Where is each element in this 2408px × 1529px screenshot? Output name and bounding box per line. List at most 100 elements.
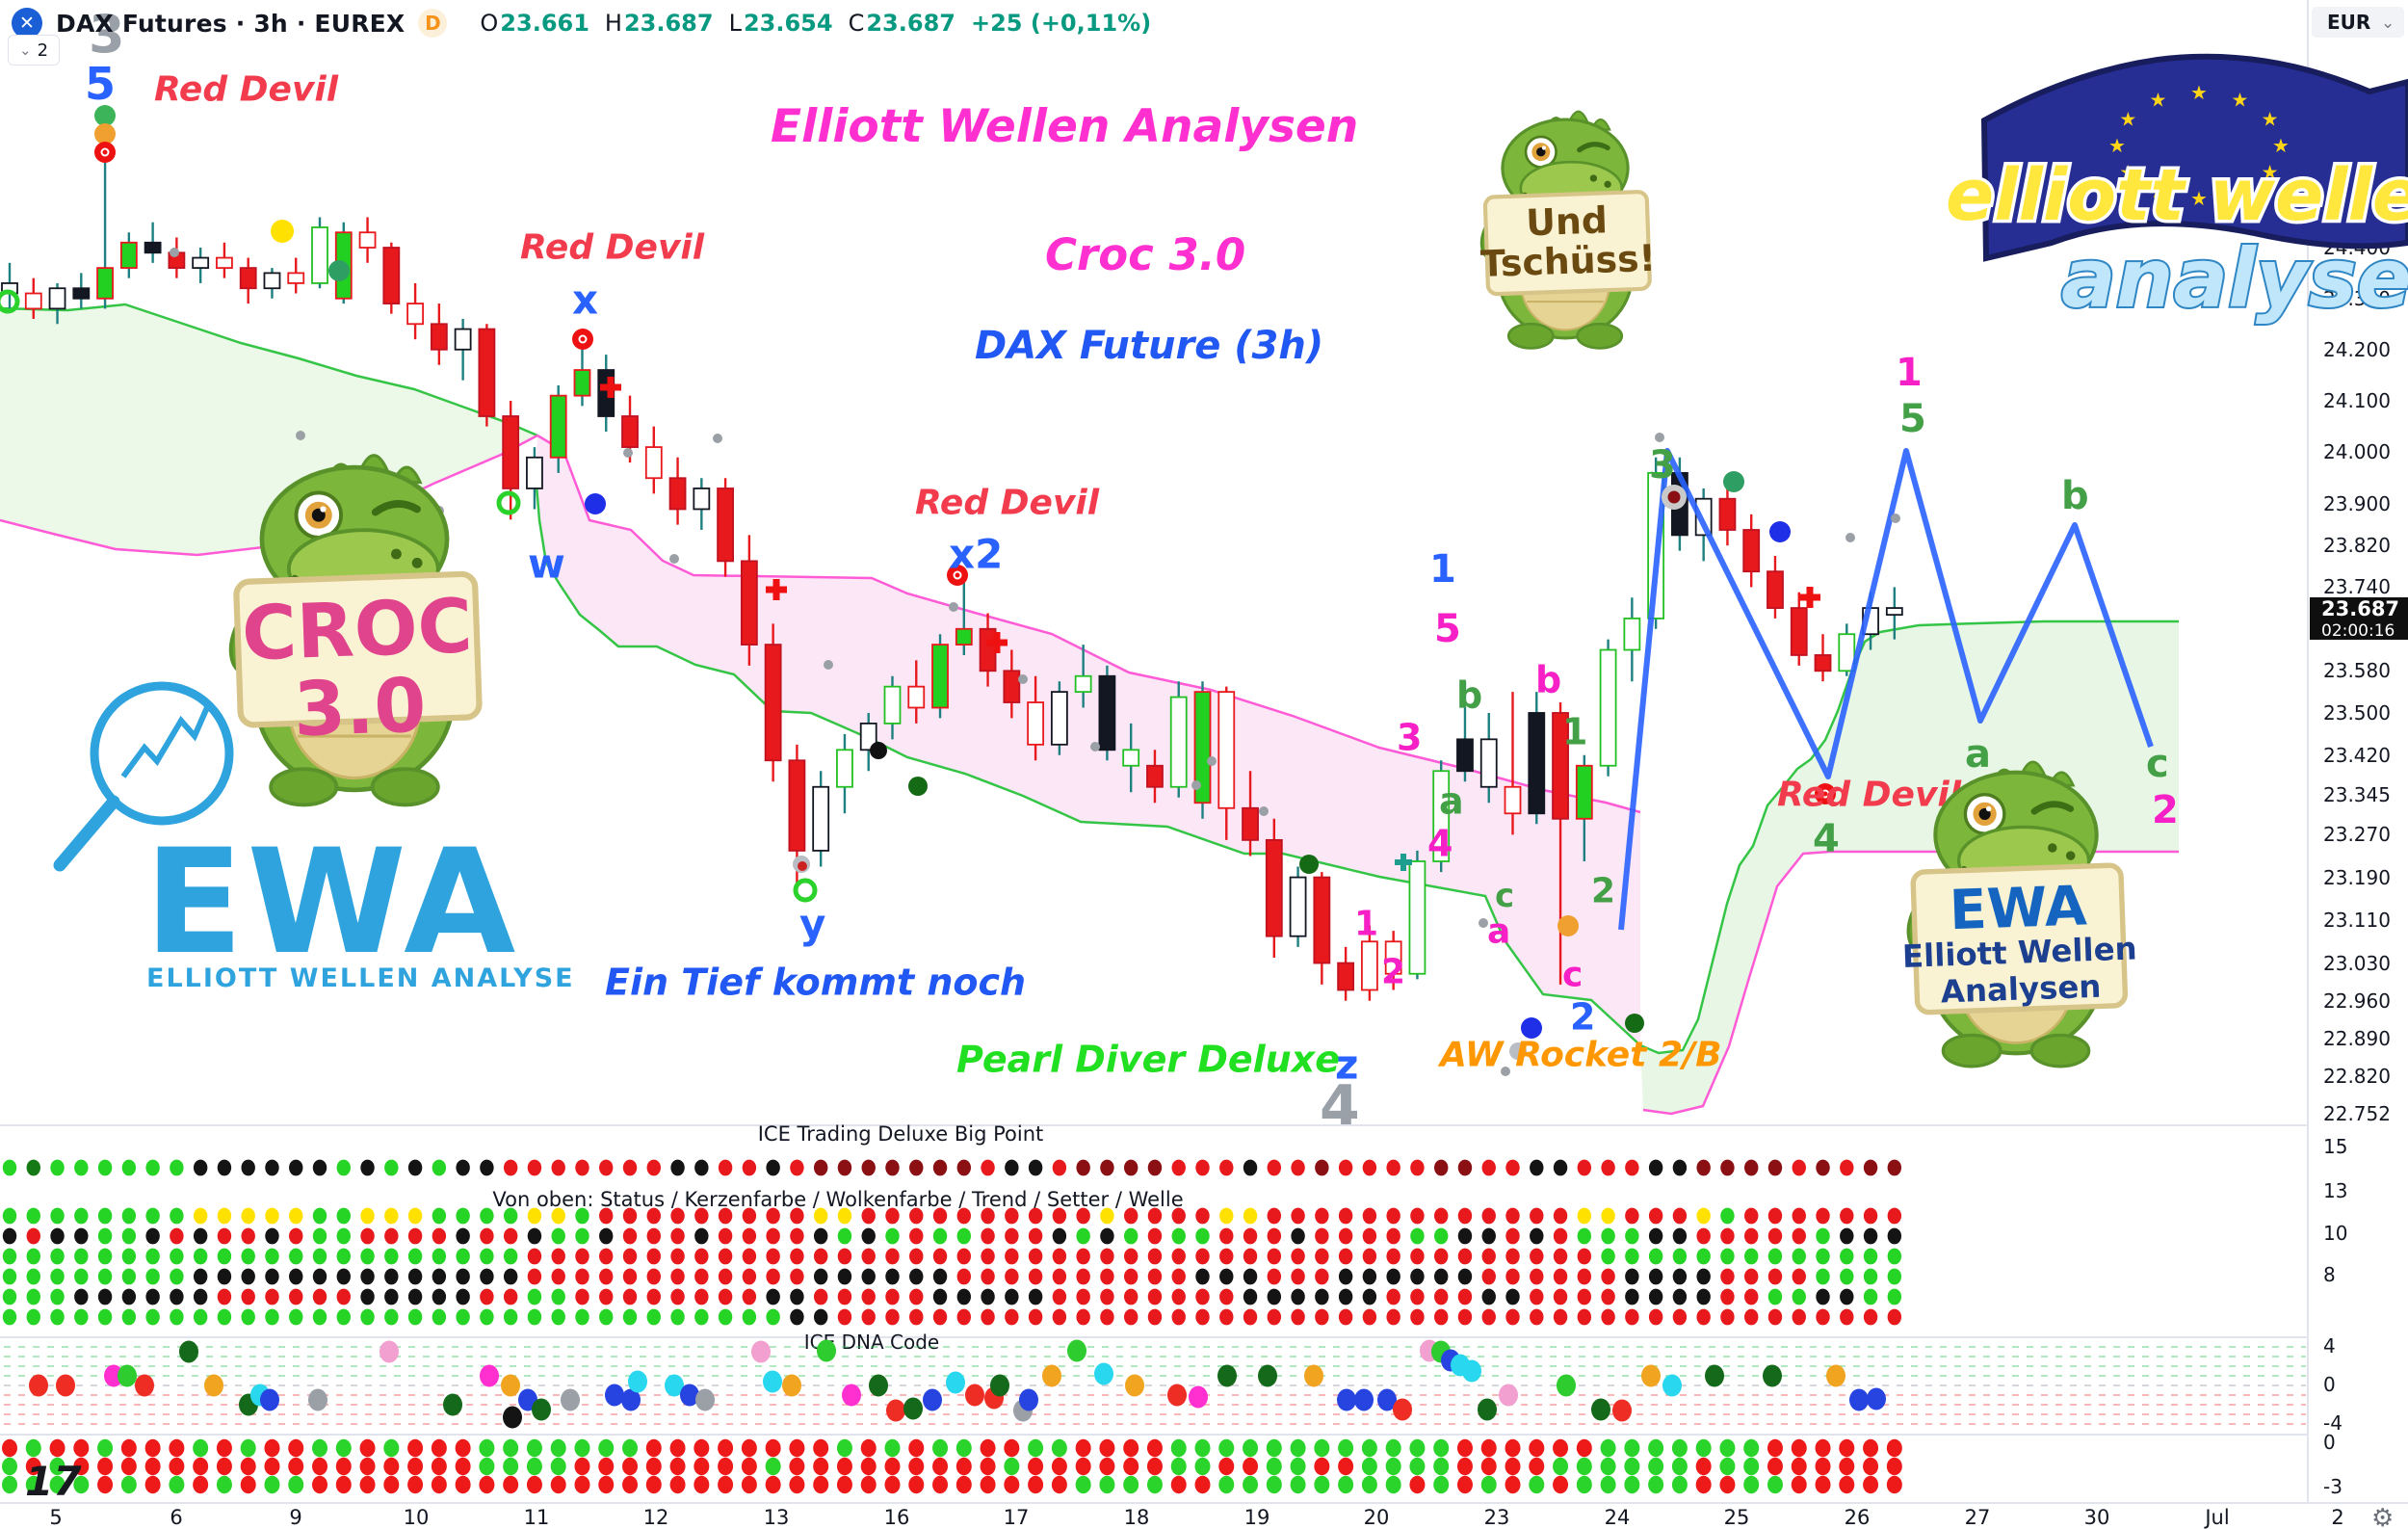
matrix-dot bbox=[170, 1308, 184, 1326]
matrix-dot bbox=[622, 1288, 638, 1305]
croc-nostril bbox=[2065, 851, 2076, 860]
annotation-1: 1 bbox=[1896, 351, 1923, 395]
matrix-dot bbox=[1505, 1227, 1520, 1245]
indicator-tick: 4 bbox=[2323, 1334, 2336, 1358]
matrix-dot bbox=[1076, 1207, 1090, 1225]
matrix-dot bbox=[1887, 1288, 1902, 1305]
sdot-marker bbox=[824, 660, 833, 670]
price-tick: 24.300 bbox=[2323, 287, 2391, 310]
status-dot bbox=[170, 1159, 184, 1176]
signal-dot bbox=[1290, 1475, 1306, 1494]
dna-dot bbox=[204, 1374, 223, 1397]
candle-body bbox=[48, 287, 66, 310]
matrix-dot bbox=[1338, 1227, 1353, 1245]
matrix-dot bbox=[1005, 1207, 1019, 1225]
indicator-collapse-chip[interactable]: ⌄ 2 bbox=[8, 35, 60, 66]
resolution-badge[interactable]: D bbox=[418, 9, 448, 38]
dna-dot bbox=[1125, 1374, 1144, 1397]
candle-body bbox=[812, 785, 830, 852]
matrix-dot bbox=[50, 1227, 65, 1245]
elliott-projection-line[interactable] bbox=[1618, 448, 2154, 931]
indicator-tick: -4 bbox=[2323, 1411, 2343, 1435]
symbol-icon[interactable]: ✕ bbox=[12, 8, 42, 39]
candle-body bbox=[1575, 764, 1593, 820]
matrix-dot bbox=[956, 1207, 971, 1225]
matrix-dot bbox=[1147, 1288, 1163, 1305]
currency-button[interactable] bbox=[2312, 7, 2404, 38]
matrix-dot bbox=[1100, 1288, 1114, 1305]
status-dot bbox=[670, 1159, 685, 1176]
candle-body bbox=[1767, 570, 1784, 609]
matrix-dot bbox=[1816, 1227, 1830, 1245]
signal-dot bbox=[1815, 1475, 1831, 1494]
annotation-b: b bbox=[1535, 658, 1561, 700]
signal-dot bbox=[1123, 1457, 1139, 1476]
signal-dot bbox=[455, 1438, 471, 1458]
status-dot bbox=[813, 1159, 828, 1176]
time-tick: 19 bbox=[1244, 1506, 1270, 1529]
signal-dot bbox=[479, 1438, 495, 1458]
status-dot bbox=[407, 1159, 423, 1176]
matrix-dot bbox=[2, 1268, 17, 1285]
matrix-dot bbox=[790, 1308, 804, 1326]
status-dot bbox=[932, 1159, 948, 1176]
matrix-dot bbox=[1553, 1248, 1568, 1265]
matrix-dot bbox=[121, 1308, 137, 1326]
matrix-dot bbox=[861, 1268, 876, 1285]
dna-dot bbox=[1304, 1364, 1323, 1387]
symbol-title[interactable]: DAX Futures · 3h · EUREX bbox=[56, 9, 406, 38]
matrix-dot bbox=[599, 1308, 614, 1326]
signal-dot bbox=[622, 1475, 639, 1494]
signal-dot bbox=[1553, 1457, 1569, 1476]
matrix-dot bbox=[121, 1227, 137, 1245]
annotation-a: a bbox=[1965, 732, 1991, 777]
candle-body bbox=[1432, 770, 1451, 862]
status-dot bbox=[837, 1159, 852, 1176]
matrix-dot bbox=[170, 1268, 184, 1285]
matrix-dot bbox=[1362, 1308, 1377, 1326]
status-dot bbox=[1052, 1159, 1067, 1176]
matrix-dot bbox=[1696, 1288, 1711, 1305]
matrix-dot bbox=[1052, 1288, 1067, 1305]
matrix-dot bbox=[265, 1288, 279, 1305]
signal-dot bbox=[1695, 1475, 1712, 1494]
matrix-dot bbox=[1648, 1268, 1663, 1285]
ohlc-values: O23.661 H23.687 L23.654 C23.687 +25 (+0,… bbox=[480, 10, 1151, 37]
signal-dot bbox=[2, 1438, 17, 1458]
matrix-dot bbox=[456, 1248, 470, 1265]
status-dot bbox=[480, 1159, 494, 1176]
signal-dot bbox=[335, 1457, 352, 1476]
signal-dot bbox=[407, 1475, 424, 1494]
signal-dot bbox=[1886, 1438, 1902, 1458]
status-dot bbox=[551, 1159, 565, 1176]
signal-dot bbox=[1075, 1438, 1091, 1458]
matrix-dot bbox=[1840, 1227, 1854, 1245]
matrix-dot bbox=[97, 1288, 113, 1305]
signal-dot bbox=[669, 1457, 686, 1476]
dna-dot bbox=[118, 1364, 137, 1387]
signal-dot bbox=[955, 1457, 972, 1476]
dna-dot bbox=[260, 1388, 279, 1411]
matrix-dot bbox=[1792, 1207, 1806, 1225]
dna-dot bbox=[1591, 1398, 1610, 1421]
signal-dot bbox=[1553, 1475, 1569, 1494]
signal-dot bbox=[884, 1438, 901, 1458]
signal-dot bbox=[1576, 1438, 1592, 1458]
annotation-2: 2 bbox=[1381, 953, 1405, 992]
matrix-dot bbox=[932, 1308, 948, 1326]
signal-dot bbox=[1385, 1475, 1401, 1494]
status-dot bbox=[265, 1159, 279, 1176]
candle-body bbox=[1599, 648, 1617, 767]
time-tick: 11 bbox=[524, 1506, 550, 1529]
status-dot bbox=[1720, 1159, 1735, 1176]
signal-dot bbox=[789, 1438, 805, 1458]
signal-dot bbox=[1839, 1457, 1855, 1476]
matrix-dot bbox=[981, 1268, 995, 1285]
signal-dot bbox=[669, 1438, 686, 1458]
signal-dot bbox=[240, 1438, 256, 1458]
dna-dot bbox=[923, 1388, 942, 1411]
matrix-dot bbox=[1052, 1207, 1067, 1225]
matrix-dot bbox=[1887, 1227, 1902, 1245]
